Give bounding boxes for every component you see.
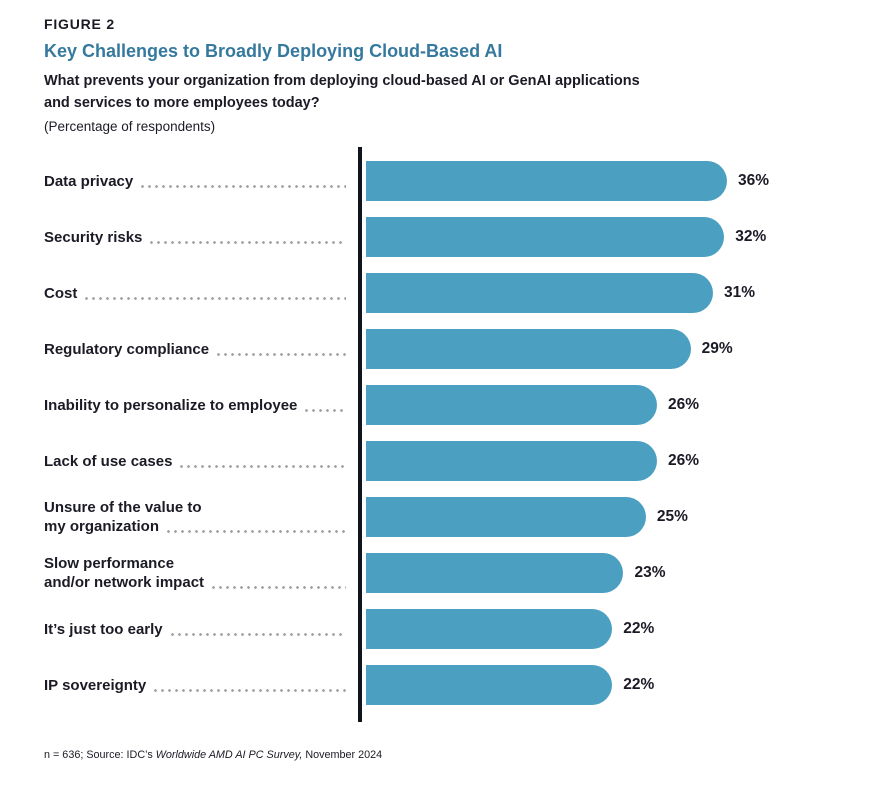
source-note-suffix: November 2024	[302, 749, 383, 761]
bar-category-label: Lack of use cases	[44, 452, 362, 471]
bar-category-text: and/or network impact	[44, 574, 205, 591]
bar-category-label: Cost	[44, 284, 362, 303]
bar	[366, 497, 646, 537]
bar-value-label: 22%	[623, 620, 655, 637]
bar-value-label: 22%	[623, 676, 655, 693]
bar-category-label: Slow performance and/or network impact	[44, 554, 362, 592]
bar-value-label: 32%	[735, 228, 767, 245]
bar-track: 29%	[366, 329, 769, 369]
bar-value-label: 36%	[737, 172, 769, 189]
dotted-leader	[215, 352, 346, 356]
bar-category-label: It’s just too early	[44, 620, 362, 639]
bar-category-text: Slow performance	[44, 555, 175, 572]
bar-row: Regulatory compliance 29%	[44, 329, 769, 369]
bar	[366, 385, 658, 425]
dotted-leader	[139, 184, 346, 188]
bar-category-label: Security risks	[44, 228, 362, 247]
dotted-leader	[165, 530, 346, 533]
bar-value-label: 26%	[668, 452, 700, 469]
bar-track: 36%	[366, 161, 769, 201]
bar-row: Security risks 32%	[44, 217, 769, 257]
survey-question-line1: What prevents your organization from dep…	[44, 72, 640, 89]
bar-row: Unsure of the value to my organization 25%	[44, 497, 769, 537]
source-note: n = 636; Source: IDC’s Worldwide AMD AI …	[44, 749, 382, 761]
dotted-leader	[178, 464, 346, 468]
bar-category-text: Security risks	[44, 228, 143, 246]
bar-category-text: Cost	[44, 284, 78, 302]
bar-track: 26%	[366, 441, 769, 481]
bar-category-text: my organization	[44, 518, 160, 535]
bar-row: Data privacy 36%	[44, 161, 769, 201]
bar-category-text: Unsure of the value to	[44, 499, 202, 516]
bar	[366, 161, 727, 201]
bar-track: 31%	[366, 273, 769, 313]
dotted-leader	[148, 240, 346, 244]
bar-category-text: Lack of use cases	[44, 452, 173, 470]
dotted-leader	[210, 586, 346, 589]
bar	[366, 441, 658, 481]
survey-question: What prevents your organization from dep…	[44, 70, 784, 115]
bar	[366, 665, 613, 705]
bar-row: Cost 31%	[44, 273, 769, 313]
bar	[366, 273, 714, 313]
figure-header: FIGURE 2 Key Challenges to Broadly Deplo…	[44, 16, 784, 134]
bar-category-text: Inability to personalize to employee	[44, 396, 298, 414]
bar	[366, 217, 725, 257]
bar-category-text: It’s just too early	[44, 620, 163, 638]
bar-row: Slow performance and/or network impact 23%	[44, 553, 769, 593]
bar-value-label: 26%	[668, 396, 700, 413]
respondents-note: (Percentage of respondents)	[44, 118, 216, 134]
dotted-leader	[168, 632, 346, 636]
bar-category-label: Inability to personalize to employee	[44, 396, 362, 415]
bar-category-text: IP sovereignty	[44, 676, 147, 694]
dotted-leader	[152, 688, 346, 692]
bar-row: Lack of use cases 26%	[44, 441, 769, 481]
bar-row: Inability to personalize to employee 26%	[44, 385, 769, 425]
figure-title: Key Challenges to Broadly Deploying Clou…	[44, 41, 503, 61]
bar	[366, 553, 624, 593]
bar-row: It’s just too early 22%	[44, 609, 769, 649]
bar-value-label: 25%	[656, 508, 688, 525]
dotted-leader	[83, 296, 346, 300]
bar-track: 32%	[366, 217, 769, 257]
bar-value-label: 23%	[634, 564, 666, 581]
bar-category-label: IP sovereignty	[44, 676, 362, 695]
bar-category-text: Data privacy	[44, 172, 134, 190]
bar-track: 25%	[366, 497, 769, 537]
bar-track: 22%	[366, 609, 769, 649]
bar	[366, 609, 613, 649]
source-note-survey-title: Worldwide AMD AI PC Survey,	[155, 749, 303, 761]
bar-category-label: Unsure of the value to my organization	[44, 498, 362, 536]
bar	[366, 329, 691, 369]
bar-value-label: 29%	[701, 340, 733, 357]
bar-category-label: Data privacy	[44, 172, 362, 191]
axis-line	[358, 147, 362, 722]
bar-value-label: 31%	[724, 284, 756, 301]
source-note-prefix: n = 636; Source: IDC’s	[44, 749, 156, 761]
bar-track: 22%	[366, 665, 769, 705]
bar-track: 23%	[366, 553, 769, 593]
bar-chart: Data privacy 36% Security risks 32% Cost 31% R…	[44, 147, 834, 722]
bar-category-label: Regulatory compliance	[44, 340, 362, 359]
bar-rows: Data privacy 36% Security risks 32% Cost 31% R…	[44, 161, 769, 721]
survey-question-line2: and services to more employees today?	[44, 95, 320, 112]
figure-label: FIGURE 2	[44, 16, 115, 32]
bar-category-text: Regulatory compliance	[44, 340, 210, 358]
bar-row: IP sovereignty 22%	[44, 665, 769, 705]
bar-track: 26%	[366, 385, 769, 425]
dotted-leader	[303, 408, 346, 412]
